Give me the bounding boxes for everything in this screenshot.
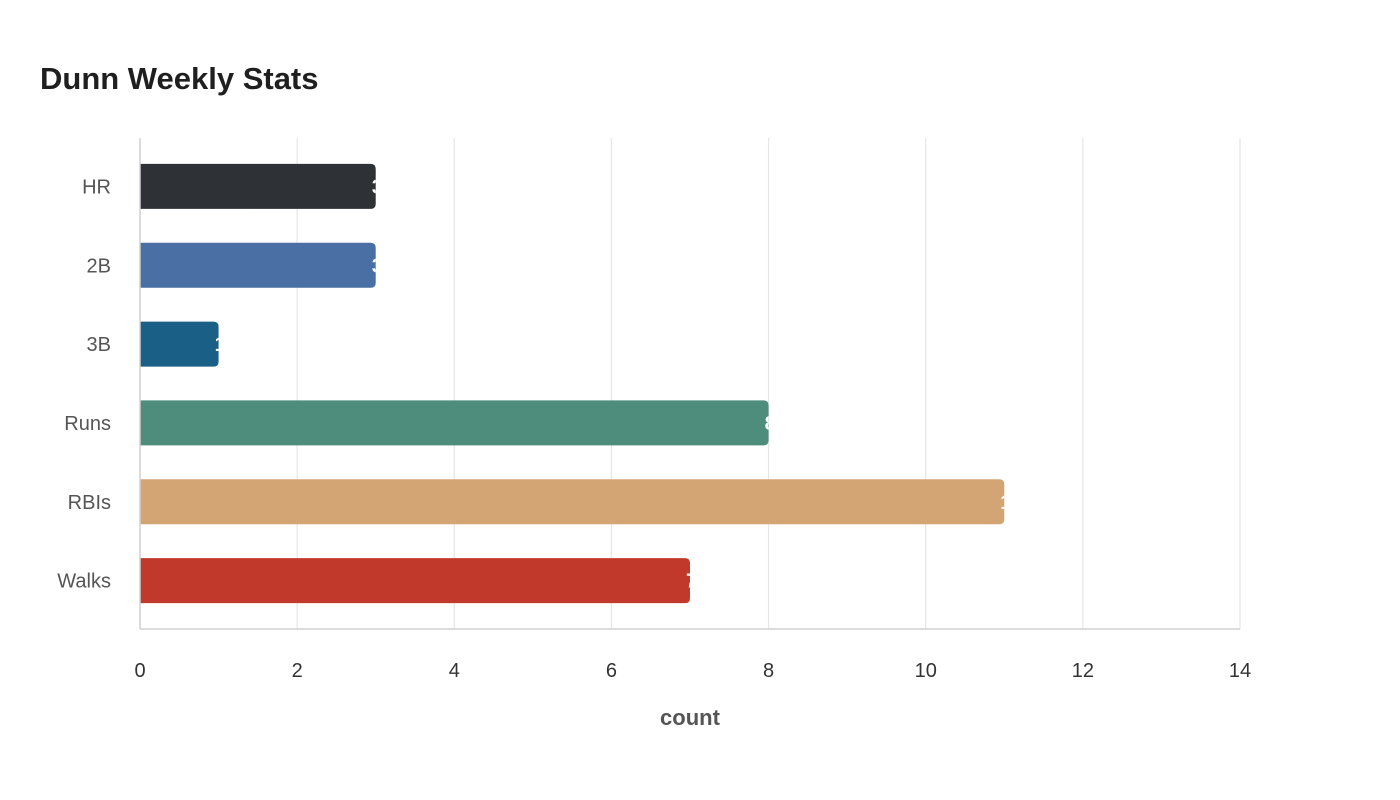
- y-category-label: 2B: [87, 255, 111, 277]
- y-category-label: Walks: [57, 571, 111, 593]
- x-axis-title: count: [660, 705, 721, 730]
- bar-rbis: [140, 479, 1005, 525]
- x-tick-label: 10: [915, 660, 937, 682]
- grid-lines: [296, 138, 1241, 629]
- axes: [139, 138, 1240, 630]
- bar-value-label: 8: [765, 413, 776, 435]
- y-category-label: RBIs: [68, 492, 111, 514]
- x-tick-label: 4: [449, 660, 460, 682]
- x-tick-label: 14: [1229, 660, 1251, 682]
- bar-value-label: 1: [215, 334, 226, 356]
- bar-runs: [140, 400, 769, 446]
- bar-value-label: 11: [1000, 492, 1021, 514]
- bar-walks: [140, 558, 690, 604]
- bar-value-label: 3: [372, 176, 383, 198]
- x-tick-label: 2: [292, 660, 303, 682]
- bar-hr: [140, 163, 376, 209]
- chart-title: Dunn Weekly Stats: [40, 61, 319, 96]
- bar-value-label: 3: [372, 255, 383, 277]
- bar-2b: [140, 242, 376, 288]
- x-tick-label: 6: [606, 660, 617, 682]
- y-category-label: 3B: [87, 334, 111, 356]
- y-category-label: Runs: [64, 413, 111, 435]
- x-tick-label: 12: [1072, 660, 1094, 682]
- x-tick-label: 8: [763, 660, 774, 682]
- bars: [140, 163, 1005, 604]
- x-tick-label: 0: [134, 660, 145, 682]
- bar-value-label: 7: [686, 571, 697, 593]
- y-category-label: HR: [82, 176, 111, 198]
- bar-3b: [140, 321, 219, 367]
